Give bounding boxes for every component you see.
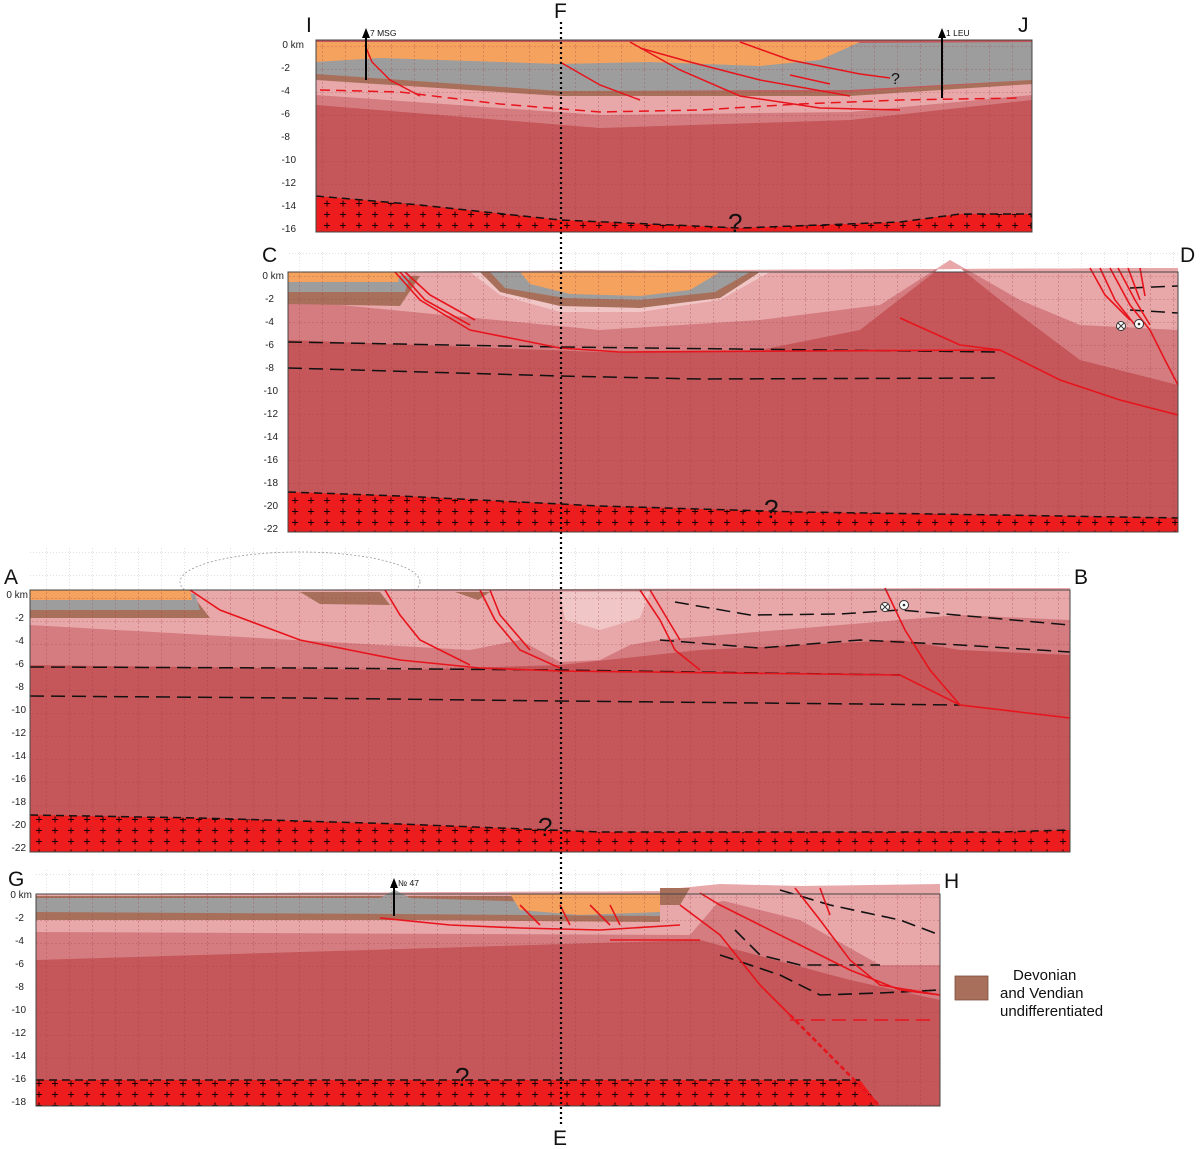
depth-tick: -2 — [15, 913, 24, 924]
faults — [189, 587, 1071, 719]
legend-label: Devonian — [1013, 967, 1076, 984]
depth-tick: 0 km — [6, 590, 28, 601]
depth-tick: -4 — [281, 86, 290, 97]
basement-top-dashed — [29, 814, 1071, 833]
depth-tick: -6 — [281, 109, 290, 120]
depth-tick: -10 — [264, 386, 279, 397]
well-label: № 47 — [398, 878, 419, 888]
depth-tick: -4 — [15, 936, 24, 947]
depth-tick: -10 — [12, 705, 27, 716]
slip-markers — [1116, 319, 1144, 331]
depth-tick: -8 — [15, 682, 24, 693]
grid-overlay — [30, 590, 1070, 852]
depth-tick: -6 — [15, 959, 24, 970]
depth-tick: -16 — [12, 1074, 27, 1085]
section-i-j: 7 MSG 1 LEU ? ? I J 0 km -2 -4 -6 -8 -10… — [281, 14, 1033, 238]
depth-tick: -14 — [282, 201, 297, 212]
depth-tick: -10 — [282, 155, 297, 166]
grid-overlay — [36, 894, 940, 1106]
depth-tick: 0 km — [282, 40, 304, 51]
question-mark: ? — [764, 494, 778, 524]
depth-tick: -12 — [264, 409, 279, 420]
section-label-g: G — [8, 868, 24, 891]
depth-tick: -16 — [282, 224, 297, 235]
section-a-b: ? A B 0 km -2 -4 -6 -8 -10 -12 -14 -16 -… — [4, 548, 1088, 854]
depth-tick: -22 — [12, 843, 27, 854]
section-label-i: I — [306, 14, 312, 37]
depth-tick: -6 — [15, 659, 24, 670]
depth-tick: -12 — [12, 728, 27, 739]
line-label-f: F — [554, 0, 567, 23]
question-mark: ? — [538, 812, 552, 842]
depth-tick: -14 — [264, 432, 279, 443]
well-label: 1 LEU — [946, 28, 970, 38]
slip-markers — [880, 600, 909, 612]
depth-tick: -6 — [265, 340, 274, 351]
section-label-d: D — [1180, 244, 1195, 267]
grid-overlay — [316, 40, 1032, 232]
depth-tick: -8 — [265, 363, 274, 374]
depth-tick: -16 — [264, 455, 279, 466]
sky-grid — [30, 548, 1070, 590]
section-g-h: № 47 ? G H 0 km -2 -4 -6 -8 -10 -12 -14 … — [8, 868, 959, 1108]
section-label-a: A — [4, 566, 18, 589]
question-mark: ? — [728, 208, 742, 238]
basement-top-dashed — [287, 491, 1179, 519]
depth-tick: -20 — [264, 501, 279, 512]
depth-tick: 0 km — [262, 271, 284, 282]
depth-tick: -20 — [12, 820, 27, 831]
depth-tick: -12 — [12, 1028, 27, 1039]
depth-axis: 0 km -2 -4 -6 -8 -10 -12 -14 -16 -18 -20… — [262, 271, 284, 535]
depth-tick: -4 — [15, 636, 24, 647]
well-label: 7 MSG — [370, 28, 396, 38]
depth-tick: -8 — [281, 132, 290, 143]
correlation-line-e-f: F E — [553, 0, 567, 1149]
dashed-horizons — [287, 285, 1179, 380]
well-47: № 47 — [390, 878, 419, 916]
legend: Devonian and Vendian undifferentiated — [954, 967, 1103, 1020]
legend-swatch-devonian — [954, 975, 989, 1001]
section-label-b: B — [1074, 566, 1088, 589]
question-mark: ? — [455, 1062, 469, 1092]
depth-tick: -4 — [265, 317, 274, 328]
section-c-d: ? C D 0 km -2 -4 -6 -8 -10 -12 -14 -16 -… — [262, 244, 1195, 535]
depth-tick: -2 — [281, 63, 290, 74]
depth-tick: -18 — [12, 797, 27, 808]
depth-tick: -2 — [265, 294, 274, 305]
depth-tick: -16 — [12, 774, 27, 785]
section-label-j: J — [1018, 14, 1029, 37]
depth-tick: -2 — [15, 613, 24, 624]
depth-tick: 0 km — [10, 890, 32, 901]
grid-overlay — [288, 272, 1178, 532]
well-7-msg: 7 MSG — [362, 28, 396, 80]
depth-tick: -12 — [282, 178, 297, 189]
depth-tick: -10 — [12, 1005, 27, 1016]
faults — [319, 41, 1021, 113]
section-label-h: H — [944, 870, 959, 893]
question-mark: ? — [891, 71, 900, 88]
depth-axis: 0 km -2 -4 -6 -8 -10 -12 -14 -16 -18 -20… — [6, 590, 28, 854]
depth-tick: -18 — [264, 478, 279, 489]
depth-tick: -14 — [12, 1051, 27, 1062]
faults — [379, 887, 941, 1107]
depth-tick: -14 — [12, 751, 27, 762]
basement-top-dashed — [315, 195, 1032, 229]
well-1-leu: 1 LEU — [938, 28, 970, 98]
depth-axis: 0 km -2 -4 -6 -8 -10 -12 -14 -16 -18 — [10, 890, 32, 1108]
faults — [394, 267, 1179, 416]
depth-tick: -22 — [264, 524, 279, 535]
legend-label: undifferentiated — [1000, 1003, 1103, 1020]
depth-axis: 0 km -2 -4 -6 -8 -10 -12 -14 -16 — [281, 40, 304, 235]
depth-tick: -18 — [12, 1097, 27, 1108]
depth-tick: -8 — [15, 982, 24, 993]
section-label-c: C — [262, 244, 277, 267]
legend-label: and Vendian — [1000, 985, 1083, 1002]
line-label-e: E — [553, 1127, 567, 1149]
